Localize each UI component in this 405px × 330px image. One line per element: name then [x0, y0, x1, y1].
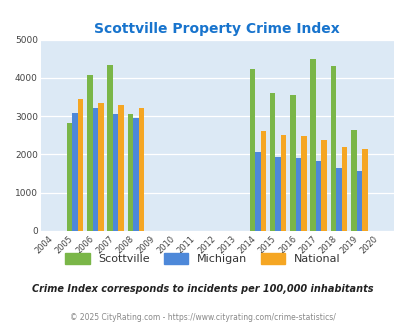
Bar: [335, 168, 341, 231]
Bar: [113, 114, 118, 231]
Bar: [310, 59, 315, 231]
Bar: [280, 135, 286, 231]
Bar: [361, 149, 367, 231]
Bar: [356, 171, 361, 231]
Bar: [139, 108, 144, 231]
Bar: [72, 113, 78, 231]
Title: Scottville Property Crime Index: Scottville Property Crime Index: [94, 22, 339, 36]
Bar: [98, 103, 103, 231]
Bar: [301, 136, 306, 231]
Bar: [118, 106, 124, 231]
Text: © 2025 CityRating.com - https://www.cityrating.com/crime-statistics/: © 2025 CityRating.com - https://www.city…: [70, 313, 335, 322]
Bar: [133, 118, 139, 231]
Bar: [295, 157, 301, 231]
Bar: [321, 140, 326, 231]
Bar: [341, 147, 346, 231]
Bar: [254, 151, 260, 231]
Bar: [78, 99, 83, 231]
Bar: [350, 130, 356, 231]
Bar: [92, 108, 98, 231]
Text: Crime Index corresponds to incidents per 100,000 inhabitants: Crime Index corresponds to incidents per…: [32, 284, 373, 294]
Legend: Scottville, Michigan, National: Scottville, Michigan, National: [61, 248, 344, 268]
Bar: [269, 93, 275, 231]
Bar: [315, 161, 321, 231]
Bar: [249, 69, 254, 231]
Bar: [275, 157, 280, 231]
Bar: [260, 131, 265, 231]
Bar: [128, 114, 133, 231]
Bar: [330, 66, 335, 231]
Bar: [290, 95, 295, 231]
Bar: [107, 65, 113, 231]
Bar: [87, 75, 92, 231]
Bar: [67, 123, 72, 231]
